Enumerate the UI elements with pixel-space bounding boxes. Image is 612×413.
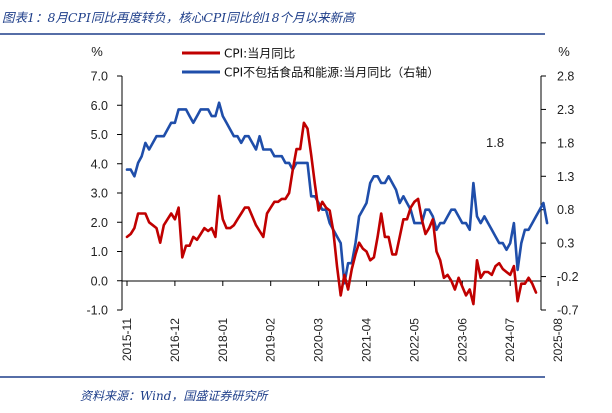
left-tick-label: 1.0	[91, 245, 108, 259]
x-tick-label: 2016-12	[168, 318, 182, 362]
left-tick-label: 0.0	[91, 274, 108, 288]
left-axis-ticks: 7.0 6.0 5.0 4.0 3.0 2.0 1.0 0.0 -1.0	[86, 70, 122, 318]
right-tick-label: -0.2	[557, 270, 579, 284]
right-axis-ticks: 2.8 2.3 1.8 1.3 0.8 0.3 -0.2 -0.7	[541, 70, 579, 318]
right-tick-label: -0.7	[557, 304, 579, 318]
legend: CPI:当月同比 CPI不包括食品和能源:当月同比（右轴）	[182, 47, 439, 80]
left-tick-label: -1.0	[86, 304, 108, 318]
x-tick-label: 2020-03	[312, 318, 326, 362]
left-tick-label: 2.0	[91, 216, 108, 230]
right-tick-label: 0.8	[557, 203, 574, 217]
left-tick-label: 7.0	[91, 70, 108, 84]
series-line-core-cpi	[125, 101, 549, 285]
figure-source: 资料来源：Wind，国盛证券研究所	[80, 389, 268, 403]
figure-title: 图表1：8月CPI同比再度转负，核心CPI同比创18个月以来新高	[2, 10, 355, 25]
right-tick-label: 0.3	[557, 237, 574, 251]
x-axis-ticks: 2015-11 2016-12 2018-01 2019-02 2020-03 2021-…	[120, 281, 565, 362]
series-layer	[125, 101, 549, 306]
left-tick-label: 3.0	[91, 187, 108, 201]
right-tick-label: 2.3	[557, 103, 574, 117]
x-tick-label: 2024-07	[503, 318, 517, 362]
x-tick-label: 2025-08	[551, 318, 565, 362]
x-tick-label: 2018-01	[216, 318, 230, 362]
x-tick-label: 2019-02	[264, 318, 278, 362]
left-tick-label: 6.0	[91, 99, 108, 113]
legend-label-cpi: CPI:当月同比	[224, 47, 295, 61]
series-line-cpi	[125, 121, 538, 306]
legend-label-core-cpi: CPI不包括食品和能源:当月同比（右轴）	[224, 65, 439, 80]
right-tick-label: 1.3	[557, 170, 574, 184]
left-axis-unit: %	[91, 44, 103, 59]
x-tick-label: 2021-04	[360, 318, 374, 362]
right-tick-label: 1.8	[557, 136, 574, 150]
annotation-core-cpi-value: 1.8	[486, 135, 504, 150]
x-tick-label: 2015-11	[120, 318, 134, 361]
right-tick-label: 2.8	[557, 70, 574, 84]
x-tick-label: 2022-05	[407, 318, 421, 362]
right-axis-unit: %	[558, 44, 570, 59]
left-tick-label: 4.0	[91, 157, 108, 171]
x-tick-label: 2023-06	[455, 318, 469, 362]
left-tick-label: 5.0	[91, 128, 108, 142]
